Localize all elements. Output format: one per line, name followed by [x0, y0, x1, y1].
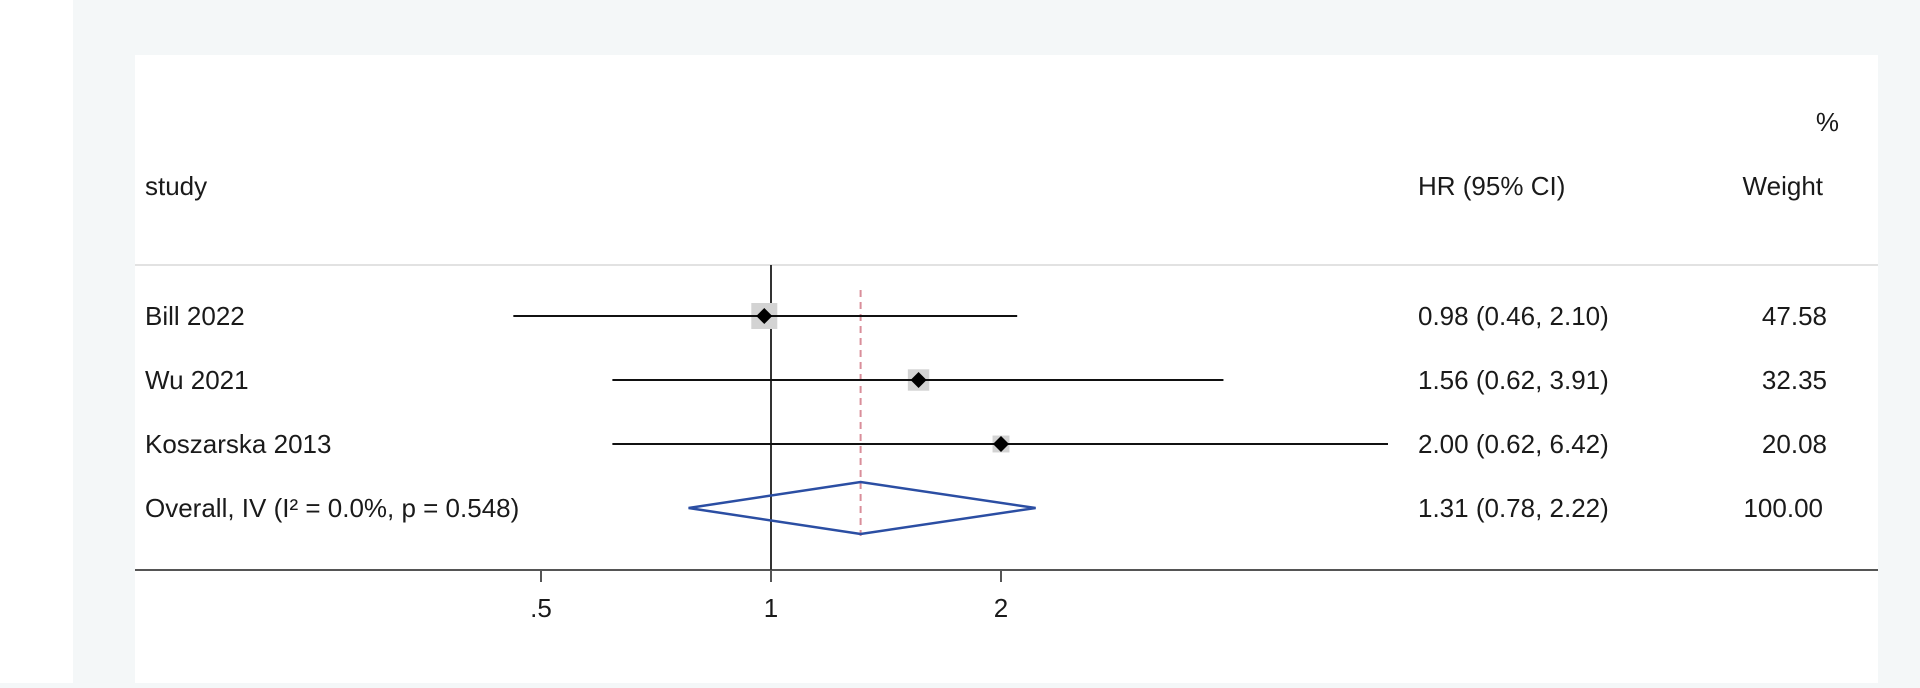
header-study: study: [145, 171, 207, 201]
overall-diamond: [688, 480, 1036, 536]
effect-estimate-text: 2.00 (0.62, 6.42): [1418, 429, 1609, 459]
point-estimate-marker: [756, 308, 773, 324]
effect-estimate-text: 1.56 (0.62, 3.91): [1418, 365, 1609, 395]
overall-label: Overall, IV (I² = 0.0%, p = 0.548): [145, 493, 519, 523]
plot-panel: [135, 55, 1878, 683]
study-label: Wu 2021: [145, 365, 249, 395]
weight-text: 32.35: [1762, 365, 1827, 395]
weight-text: 20.08: [1762, 429, 1827, 459]
weight-text: 47.58: [1762, 301, 1827, 331]
header-weight-top: %: [1816, 107, 1839, 137]
overall-effect-text: 1.31 (0.78, 2.22): [1418, 493, 1609, 523]
left-margin-strip: [0, 0, 73, 683]
header-effect: HR (95% CI): [1418, 171, 1565, 201]
x-tick-label: 1: [764, 593, 778, 623]
effect-estimate-text: 0.98 (0.46, 2.10): [1418, 301, 1609, 331]
header-weight: Weight: [1743, 171, 1824, 201]
x-tick-label: 2: [994, 593, 1008, 623]
overall-weight-text: 100.00: [1743, 493, 1823, 523]
point-estimate-marker: [910, 372, 927, 388]
x-tick-label: .5: [530, 593, 552, 623]
chart-marks: Bill 2022 0.98 (0.46, 2.10) 47.58 Wu 2021 1.…: [145, 265, 1827, 623]
study-label: Bill 2022: [145, 301, 245, 331]
point-estimate-marker: [993, 436, 1009, 452]
study-label: Koszarska 2013: [145, 429, 331, 459]
